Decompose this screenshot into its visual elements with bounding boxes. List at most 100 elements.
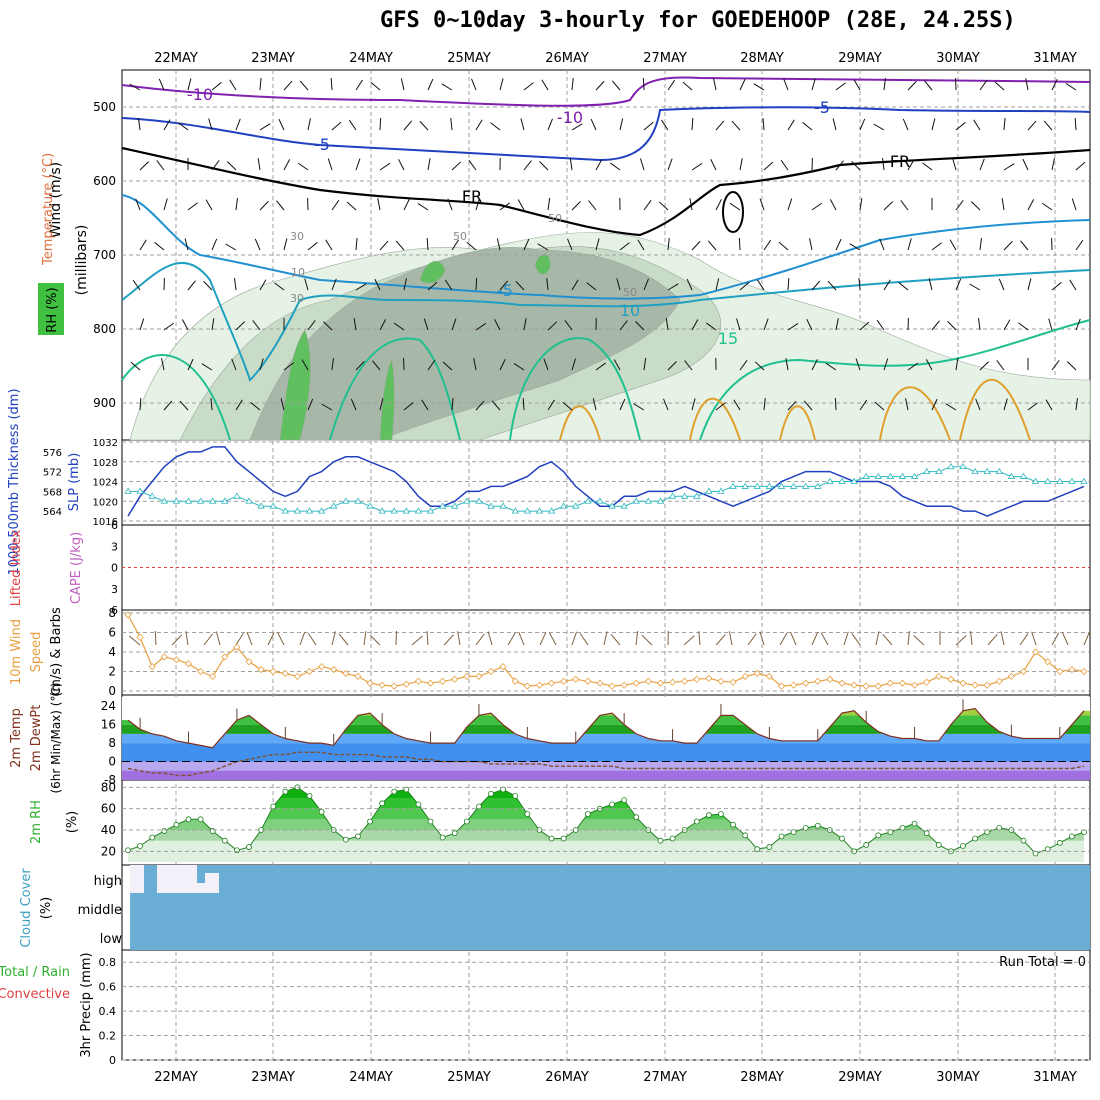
wind-barb [710, 158, 717, 171]
wind-speed-marker [705, 674, 713, 682]
temp-band [122, 715, 1090, 725]
wind-barb [499, 202, 511, 211]
wind-barb [783, 78, 789, 91]
lifted-tick-label: 3 [111, 540, 118, 553]
thickness-marker [668, 492, 677, 499]
wind-barb [931, 118, 936, 131]
temp-label: 2m Temp [9, 708, 24, 768]
wind-barb [475, 400, 485, 411]
contour-label: 10 [291, 266, 305, 279]
rh-marker [875, 832, 882, 839]
wind-barb [757, 279, 765, 291]
bottom-date-label: 22MAY [154, 1070, 198, 1085]
surface-wind-barb [235, 632, 244, 646]
contour-label: 15 [718, 329, 738, 348]
wind-barb [523, 318, 527, 331]
rh-marker [512, 792, 519, 799]
rh-marker [609, 801, 615, 808]
temp-band [122, 743, 1090, 762]
bottom-date-label: 25MAY [447, 1070, 491, 1085]
wind-speed-marker [293, 672, 301, 680]
surface-wind-barb [215, 631, 221, 646]
thickness-marker [184, 497, 193, 504]
surface-wind-barb [851, 633, 861, 646]
wind-barb [571, 279, 579, 291]
surface-wind-barb [518, 631, 525, 646]
rh-marker [1056, 839, 1063, 846]
wind-barb [283, 159, 291, 171]
rh-marker [125, 847, 131, 854]
temperature-contour [121, 319, 1091, 441]
rh-marker [355, 833, 361, 840]
rh-marker [754, 846, 761, 853]
lifted-tick-label: 0 [111, 562, 118, 575]
wind-barb [259, 201, 269, 211]
slp-line [127, 446, 1085, 517]
wind-barb [468, 159, 477, 171]
wind-barb [858, 278, 861, 291]
wind-barb [691, 398, 696, 411]
lifted-index-panel: 6 3 0 3 6 Lifted Index CAPE (J/kg) [9, 519, 1090, 617]
wind-speed-marker [547, 679, 556, 687]
wind-barb [616, 278, 621, 291]
wind-speed-marker [378, 681, 386, 689]
wind-speed-marker [366, 679, 374, 687]
wind-barb [715, 278, 720, 291]
wind-barb [537, 243, 549, 251]
wind-barb [471, 78, 477, 91]
surface-wind-barb [571, 631, 578, 646]
freezing-level-loop [722, 191, 744, 233]
wind-barb [715, 402, 726, 411]
thickness-marker [680, 492, 689, 499]
wind-barb [595, 80, 605, 91]
surface-wind-barb [307, 632, 317, 646]
wind-barb [855, 358, 861, 371]
rh-marker [149, 834, 156, 841]
bottom-date-label: 27MAY [643, 1070, 687, 1085]
cape-label: CAPE (J/kg) [69, 532, 84, 604]
rh-marker [887, 829, 894, 836]
top-date-label: 27MAY [643, 51, 687, 66]
rh-band [128, 787, 1084, 798]
rh-marker [560, 835, 567, 842]
wind-barb [973, 119, 981, 131]
wind-barb [307, 398, 314, 411]
rh-marker [657, 837, 664, 844]
rh-marker [403, 786, 410, 793]
cloud-row-label: high [94, 874, 122, 889]
wind-barb [211, 318, 215, 331]
wind-barb [178, 122, 189, 131]
wind-speed-marker [221, 653, 229, 661]
surface-wind-barb [539, 632, 547, 646]
wind-barb [379, 162, 391, 171]
wind-barbs-label: (m/s) & Barbs [49, 607, 64, 697]
contour-label: 50 [548, 212, 562, 225]
wind-barb [658, 201, 669, 211]
thickness-marker [874, 472, 882, 479]
precip-convective-label: Convective [0, 987, 70, 1002]
wind-barb [806, 318, 813, 331]
rh-marker [439, 834, 446, 841]
wind-barb [307, 242, 318, 251]
wind-barb [1003, 163, 1015, 171]
wind-barb [451, 239, 459, 251]
rh-marker [705, 812, 712, 818]
wind-barb [210, 398, 213, 411]
rh-marker [1020, 837, 1027, 844]
thickness-marker [426, 507, 435, 514]
wind-barb [739, 281, 750, 291]
wind-barb [682, 81, 693, 91]
wind-barb [403, 198, 410, 211]
wind-barb [259, 123, 271, 131]
wind-barb [853, 79, 861, 91]
wind-speed-marker [487, 667, 495, 676]
wind-speed-marker [414, 677, 422, 685]
wind-speed-marker [681, 677, 689, 685]
thickness-label: 1000-500mb Thickness (dm) [7, 388, 22, 575]
wind-barb [163, 119, 171, 131]
wind-barb [900, 200, 909, 211]
rh-marker [584, 811, 591, 817]
top-date-label: 30MAY [936, 51, 980, 66]
bottom-date-axis: 22MAY 23MAY 24MAY 25MAY 26MAY 27MAY 28MAY 29MAY… [154, 1070, 1077, 1085]
pressure-tick-label: 700 [93, 248, 116, 262]
